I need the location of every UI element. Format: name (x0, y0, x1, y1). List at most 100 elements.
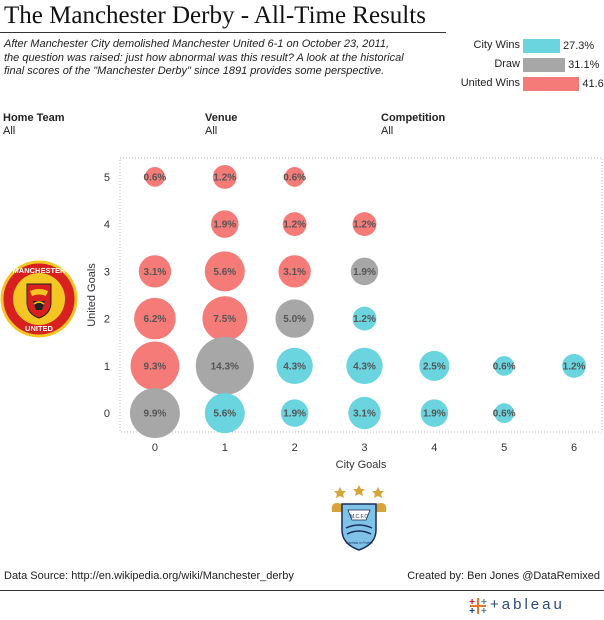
bubble-2-5[interactable] (284, 166, 305, 187)
crest-top-text: MANCHESTER (13, 266, 67, 275)
bubble-label: 0.6% (493, 361, 516, 372)
y-tick-label: 1 (104, 361, 110, 373)
bubble-labels: 0.6% 1.2% 0.6% 1.9% 1.2% 1.2% 3.1% 5.6% 3.1% 1.9%… (144, 172, 586, 419)
title-divider (0, 32, 446, 33)
bubble-3-2[interactable] (352, 306, 377, 331)
filter-label: Home Team (3, 112, 65, 124)
data-source-note: Data Source: http://en.wikipedia.org/wik… (4, 570, 294, 582)
bubble-2-1[interactable] (276, 347, 313, 385)
x-tick-label: 6 (571, 442, 577, 454)
filter-home-team[interactable]: Home Team All (3, 112, 65, 138)
bubble-label: 5.6% (213, 267, 236, 278)
x-axis-ticks: 0 1 2 3 4 5 6 (152, 442, 577, 454)
bubble-label: 2.5% (423, 361, 446, 372)
bubble-2-0[interactable] (280, 399, 309, 427)
y-tick-label: 2 (104, 314, 110, 326)
bubble-label: 0.6% (493, 409, 516, 420)
author-credit: Created by: Ben Jones @DataRemixed (407, 570, 600, 582)
bubble-3-1[interactable] (346, 347, 383, 385)
bubble-label: 7.5% (213, 314, 236, 325)
y-axis-title: United Goals (86, 263, 98, 327)
filter-value[interactable]: All (205, 125, 218, 137)
x-tick-label: 1 (222, 442, 228, 454)
bubble-2-3[interactable] (278, 255, 311, 288)
x-tick-label: 2 (292, 442, 298, 454)
tableau-branding[interactable]: +ableau (468, 596, 598, 616)
bubble-2-4[interactable] (282, 212, 307, 237)
x-axis-title: City Goals (336, 459, 387, 471)
legend-value: 41.6% (582, 78, 604, 90)
bubble-0-1[interactable] (130, 341, 180, 391)
bubble-1-0[interactable] (204, 393, 245, 434)
x-tick-label: 5 (501, 442, 507, 454)
y-axis-ticks: 0 1 2 3 4 5 (104, 172, 110, 420)
bubble-0-0[interactable] (129, 388, 180, 439)
bubble-label: 3.1% (283, 267, 306, 278)
x-tick-label: 4 (431, 442, 437, 454)
bubble-4-0[interactable] (420, 399, 449, 427)
filter-value[interactable]: All (381, 125, 394, 137)
bubble-1-5[interactable] (212, 164, 237, 189)
bubble-1-4[interactable] (211, 210, 239, 238)
bubble-5-0[interactable] (494, 403, 515, 424)
bubble-3-3[interactable] (350, 257, 379, 286)
manchester-city-crest-icon: M.C.F.C Superbia in Proelio (331, 485, 387, 551)
bubble-label: 1.9% (283, 409, 306, 420)
bubbles (129, 164, 587, 439)
y-tick-label: 3 (104, 266, 110, 278)
legend-row-draw[interactable]: Draw 31.1% (420, 57, 604, 73)
score-bubble-chart: 0 1 2 3 4 5 0 1 2 3 4 5 6 0.6% 1.2% 0.6% 1.9% 1.2% 1.2% 3… (86, 157, 603, 471)
manchester-united-crest-icon: MANCHESTER UNITED (0, 260, 78, 338)
page-subtitle: After Manchester City demolished Manches… (4, 38, 404, 77)
filter-value[interactable]: All (3, 125, 16, 137)
legend-bar (523, 39, 560, 53)
y-tick-label: 0 (104, 408, 110, 420)
tableau-logo-icon (469, 598, 487, 614)
bubble-label: 0.6% (144, 172, 167, 183)
x-tick-label: 3 (361, 442, 367, 454)
bubble-label: 3.1% (353, 409, 376, 420)
crest-motto: Superbia in Proelio (346, 541, 373, 545)
crest-bottom-text: UNITED (25, 324, 54, 333)
bubble-0-2[interactable] (134, 297, 176, 340)
bubble-label: 9.3% (144, 361, 167, 372)
legend-value: 27.3% (563, 40, 595, 52)
legend-row-city-wins[interactable]: City Wins 27.3% (420, 38, 604, 54)
bubble-label: 1.2% (213, 172, 236, 183)
x-tick-label: 0 (152, 442, 158, 454)
bubble-label: 1.2% (283, 220, 306, 231)
footer-divider (0, 590, 604, 591)
bubble-0-5[interactable] (145, 166, 165, 187)
bubble-4-1[interactable] (419, 350, 450, 381)
bubble-label: 4.3% (353, 361, 376, 372)
bubble-1-3[interactable] (204, 251, 245, 292)
bubble-label: 3.1% (144, 267, 167, 278)
bubble-label: 6.2% (144, 314, 167, 325)
bubble-label: 9.9% (144, 409, 167, 420)
filter-label: Competition (381, 112, 446, 124)
plot-area-border (119, 157, 603, 433)
bubble-1-2[interactable] (202, 296, 248, 342)
bubble-label: 5.0% (283, 314, 306, 325)
bubble-1-1[interactable] (195, 336, 254, 395)
filter-competition[interactable]: Competition All (381, 112, 445, 138)
bubble-6-1[interactable] (562, 353, 587, 378)
filter-label: Venue (205, 112, 238, 124)
bubble-0-3[interactable] (138, 255, 172, 288)
legend-bar (523, 58, 566, 72)
bubble-3-0[interactable] (348, 396, 381, 430)
legend-value: 31.1% (568, 59, 600, 71)
bubble-label: 14.3% (211, 361, 239, 372)
bubble-label: 1.2% (353, 314, 376, 325)
bubble-5-1[interactable] (494, 355, 515, 376)
bubble-label: 1.2% (563, 361, 586, 372)
legend-label: City Wins (473, 39, 520, 51)
legend-row-united-wins[interactable]: United Wins 41.6% (420, 76, 604, 92)
filter-venue[interactable]: Venue All (205, 112, 237, 138)
crest-shield-text: M.C.F.C (350, 514, 368, 520)
bubble-2-2[interactable] (275, 299, 314, 338)
y-tick-label: 5 (104, 172, 110, 184)
bubble-3-4[interactable] (352, 212, 377, 237)
bubble-label: 1.9% (423, 409, 446, 420)
tableau-wordmark: +ableau (490, 596, 565, 613)
